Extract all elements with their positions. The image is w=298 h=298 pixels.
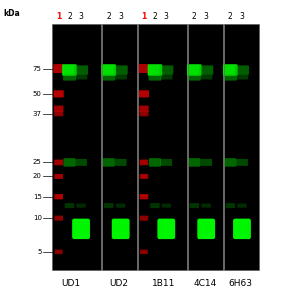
FancyBboxPatch shape bbox=[226, 203, 235, 208]
Text: 3: 3 bbox=[79, 12, 83, 21]
FancyBboxPatch shape bbox=[63, 74, 76, 80]
FancyBboxPatch shape bbox=[157, 219, 175, 239]
FancyBboxPatch shape bbox=[187, 64, 202, 76]
FancyBboxPatch shape bbox=[139, 90, 149, 97]
Bar bbox=[224, 24, 259, 270]
FancyBboxPatch shape bbox=[160, 74, 173, 79]
Bar bbox=[138, 24, 187, 270]
FancyBboxPatch shape bbox=[199, 65, 213, 75]
Bar bbox=[52, 24, 101, 270]
FancyBboxPatch shape bbox=[62, 64, 77, 76]
FancyBboxPatch shape bbox=[148, 64, 162, 76]
Text: 1B11: 1B11 bbox=[152, 279, 175, 288]
FancyBboxPatch shape bbox=[139, 105, 149, 112]
FancyBboxPatch shape bbox=[139, 194, 148, 199]
FancyBboxPatch shape bbox=[160, 159, 172, 166]
Text: 6H63: 6H63 bbox=[229, 279, 253, 288]
FancyBboxPatch shape bbox=[54, 111, 63, 116]
FancyBboxPatch shape bbox=[201, 204, 211, 208]
FancyBboxPatch shape bbox=[114, 74, 127, 79]
FancyBboxPatch shape bbox=[54, 159, 63, 165]
FancyBboxPatch shape bbox=[223, 64, 238, 76]
FancyBboxPatch shape bbox=[162, 204, 171, 208]
Text: 20: 20 bbox=[33, 173, 42, 179]
Text: 10: 10 bbox=[33, 215, 42, 221]
Bar bbox=[188, 24, 223, 270]
FancyBboxPatch shape bbox=[54, 90, 64, 97]
FancyBboxPatch shape bbox=[55, 174, 63, 179]
Text: 4C14: 4C14 bbox=[193, 279, 217, 288]
FancyBboxPatch shape bbox=[63, 158, 75, 167]
FancyBboxPatch shape bbox=[55, 216, 63, 221]
Text: 2: 2 bbox=[192, 12, 197, 21]
FancyBboxPatch shape bbox=[101, 64, 116, 76]
Text: 75: 75 bbox=[33, 66, 42, 72]
FancyBboxPatch shape bbox=[115, 159, 127, 166]
Text: 37: 37 bbox=[33, 111, 42, 117]
Text: 2: 2 bbox=[106, 12, 111, 21]
FancyBboxPatch shape bbox=[188, 74, 201, 80]
FancyBboxPatch shape bbox=[235, 65, 249, 75]
Text: 3: 3 bbox=[164, 12, 169, 21]
FancyBboxPatch shape bbox=[54, 105, 63, 112]
Text: 2: 2 bbox=[228, 12, 233, 21]
FancyBboxPatch shape bbox=[55, 249, 63, 254]
FancyBboxPatch shape bbox=[65, 203, 74, 208]
Text: 25: 25 bbox=[33, 159, 42, 165]
Text: 3: 3 bbox=[240, 12, 244, 21]
FancyBboxPatch shape bbox=[54, 194, 63, 199]
FancyBboxPatch shape bbox=[75, 159, 87, 166]
Text: UD2: UD2 bbox=[110, 279, 129, 288]
FancyBboxPatch shape bbox=[159, 65, 173, 75]
FancyBboxPatch shape bbox=[75, 74, 87, 79]
Text: 5: 5 bbox=[37, 249, 42, 255]
Text: 1: 1 bbox=[141, 12, 147, 21]
Text: kDa: kDa bbox=[3, 9, 20, 18]
FancyBboxPatch shape bbox=[149, 158, 161, 167]
FancyBboxPatch shape bbox=[104, 203, 114, 208]
FancyBboxPatch shape bbox=[140, 216, 148, 221]
FancyBboxPatch shape bbox=[140, 174, 148, 179]
FancyBboxPatch shape bbox=[200, 74, 212, 79]
Text: 1: 1 bbox=[56, 12, 61, 21]
Text: 15: 15 bbox=[33, 194, 42, 200]
Text: 3: 3 bbox=[204, 12, 209, 21]
FancyBboxPatch shape bbox=[103, 74, 115, 80]
FancyBboxPatch shape bbox=[139, 111, 148, 116]
FancyBboxPatch shape bbox=[116, 204, 125, 208]
Text: 2: 2 bbox=[153, 12, 157, 21]
FancyBboxPatch shape bbox=[138, 64, 149, 73]
FancyBboxPatch shape bbox=[236, 74, 248, 79]
FancyBboxPatch shape bbox=[197, 219, 215, 239]
FancyBboxPatch shape bbox=[149, 74, 161, 80]
FancyBboxPatch shape bbox=[236, 159, 248, 166]
FancyBboxPatch shape bbox=[139, 159, 148, 165]
FancyBboxPatch shape bbox=[76, 204, 86, 208]
Bar bbox=[102, 24, 137, 270]
FancyBboxPatch shape bbox=[233, 219, 251, 239]
FancyBboxPatch shape bbox=[140, 249, 148, 254]
FancyBboxPatch shape bbox=[74, 65, 88, 75]
FancyBboxPatch shape bbox=[114, 65, 128, 75]
FancyBboxPatch shape bbox=[150, 203, 160, 208]
Text: 50: 50 bbox=[33, 91, 42, 97]
FancyBboxPatch shape bbox=[188, 158, 200, 167]
FancyBboxPatch shape bbox=[190, 203, 199, 208]
FancyBboxPatch shape bbox=[224, 158, 236, 167]
FancyBboxPatch shape bbox=[224, 74, 237, 80]
Text: 3: 3 bbox=[118, 12, 123, 21]
FancyBboxPatch shape bbox=[72, 219, 90, 239]
Text: UD1: UD1 bbox=[61, 279, 80, 288]
FancyBboxPatch shape bbox=[200, 159, 212, 166]
FancyBboxPatch shape bbox=[103, 158, 115, 167]
FancyBboxPatch shape bbox=[53, 64, 64, 73]
FancyBboxPatch shape bbox=[237, 204, 247, 208]
Text: 2: 2 bbox=[67, 12, 72, 21]
FancyBboxPatch shape bbox=[112, 219, 130, 239]
